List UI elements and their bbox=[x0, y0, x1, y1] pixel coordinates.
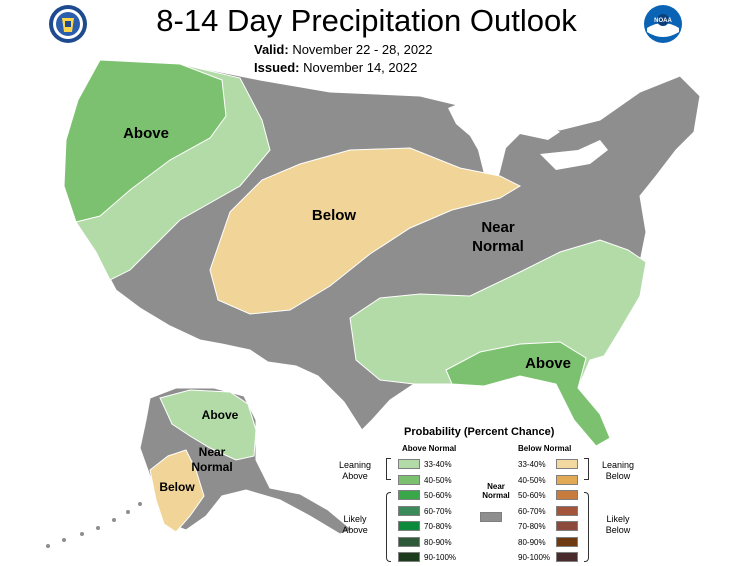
legend-below-swatch-4 bbox=[556, 521, 578, 531]
legend-above-swatch-1 bbox=[398, 474, 420, 485]
legend-below-swatch-2 bbox=[556, 490, 578, 500]
legend-above-label-3: 60-70% bbox=[424, 506, 452, 516]
legend-below-swatch-1 bbox=[556, 474, 578, 485]
legend-likely-below: Likely Below bbox=[588, 514, 648, 536]
issued-value: November 14, 2022 bbox=[303, 60, 418, 75]
legend-bracket-leaning-above bbox=[386, 458, 391, 480]
legend-near-head-1: Near bbox=[487, 482, 505, 491]
legend-likely-below-1: Likely bbox=[606, 514, 630, 524]
legend-likely-above-2: Above bbox=[342, 525, 368, 535]
below-central bbox=[209, 147, 522, 315]
valid-value: November 22 - 28, 2022 bbox=[292, 42, 433, 57]
doc-seal-icon bbox=[49, 5, 87, 43]
legend-below-swatch-5 bbox=[556, 536, 578, 547]
legend-above-swatch-2 bbox=[398, 490, 420, 500]
legend-below-label-2: 50-60% bbox=[518, 491, 546, 500]
noaa-logo-icon: NOAA bbox=[644, 5, 682, 43]
above-west-dark bbox=[63, 59, 227, 223]
above-southeast-dark bbox=[445, 341, 611, 447]
legend-likely-below-2: Below bbox=[605, 525, 631, 535]
valid-label: Valid: bbox=[254, 42, 289, 57]
noaa-logo-text: NOAA bbox=[654, 18, 672, 24]
legend-below-swatch-3 bbox=[556, 505, 578, 516]
legend-below-swatch-0 bbox=[556, 459, 578, 469]
issued-row: Issued: November 14, 2022 bbox=[254, 60, 417, 76]
label-above-west: Above bbox=[123, 125, 169, 142]
alaska-below bbox=[149, 449, 205, 533]
legend-above-label-2: 50-60% bbox=[424, 491, 452, 500]
valid-row: Valid: November 22 - 28, 2022 bbox=[254, 42, 433, 58]
label-alaska-below: Below bbox=[159, 480, 195, 494]
great-lakes bbox=[448, 96, 608, 198]
legend-likely-above: Likely Above bbox=[330, 514, 380, 536]
legend-above-label-0: 33-40% bbox=[424, 460, 452, 469]
legend-near-head-2: Normal bbox=[482, 491, 510, 500]
legend-above-swatch-5 bbox=[398, 536, 420, 547]
legend-below-label-5: 80-90% bbox=[518, 537, 546, 547]
legend-leaning-below-1: Leaning bbox=[601, 460, 635, 470]
legend-below-swatch-6 bbox=[556, 552, 578, 562]
legend-near-head: Near Normal bbox=[476, 482, 516, 500]
legend-above-label-6: 90-100% bbox=[424, 553, 457, 562]
legend-leaning-above-1: Leaning bbox=[338, 460, 372, 470]
legend-above-label-1: 40-50% bbox=[424, 475, 452, 485]
legend-above-swatch-6 bbox=[398, 552, 420, 562]
label-below-central: Below bbox=[312, 207, 357, 224]
label-alaska-above: Above bbox=[202, 408, 239, 422]
legend-leaning-below: Leaning Below bbox=[588, 460, 648, 482]
label-above-southeast: Above bbox=[525, 355, 571, 372]
legend-leaning-above: Leaning Above bbox=[330, 460, 380, 482]
legend: Probability (Percent Chance) Above Norma… bbox=[330, 424, 650, 564]
legend-below-label-1: 40-50% bbox=[518, 475, 546, 485]
legend-above-label-5: 80-90% bbox=[424, 537, 452, 547]
legend-above-swatch-0 bbox=[398, 459, 420, 469]
label-near-normal-1: Near bbox=[481, 219, 515, 236]
legend-near-swatch bbox=[480, 512, 502, 522]
legend-bracket-leaning-below bbox=[584, 458, 589, 480]
legend-title: Probability (Percent Chance) bbox=[404, 426, 555, 438]
legend-bracket-likely-below bbox=[584, 492, 589, 562]
legend-likely-above-1: Likely bbox=[343, 514, 367, 524]
label-alaska-near-2: Normal bbox=[191, 460, 232, 474]
legend-below-label-3: 60-70% bbox=[518, 506, 546, 516]
legend-above-swatch-4 bbox=[398, 521, 420, 531]
legend-below-head: Below Normal bbox=[518, 444, 572, 453]
legend-below-label-0: 33-40% bbox=[518, 460, 546, 469]
alaska-above bbox=[159, 389, 257, 461]
legend-leaning-above-2: Above bbox=[342, 471, 368, 481]
legend-bracket-likely-above bbox=[386, 492, 391, 562]
legend-below-label-6: 90-100% bbox=[518, 553, 551, 562]
label-alaska-near-1: Near bbox=[199, 445, 226, 459]
page-title: 8-14 Day Precipitation Outlook bbox=[156, 3, 577, 38]
aleutian-islands bbox=[46, 502, 142, 548]
legend-above-label-4: 70-80% bbox=[424, 522, 452, 531]
legend-below-label-4: 70-80% bbox=[518, 522, 546, 531]
legend-above-head: Above Normal bbox=[402, 444, 457, 453]
legend-leaning-below-2: Below bbox=[605, 471, 631, 481]
issued-label: Issued: bbox=[254, 60, 300, 75]
legend-above-swatch-3 bbox=[398, 505, 420, 516]
label-near-normal-2: Normal bbox=[472, 238, 524, 255]
